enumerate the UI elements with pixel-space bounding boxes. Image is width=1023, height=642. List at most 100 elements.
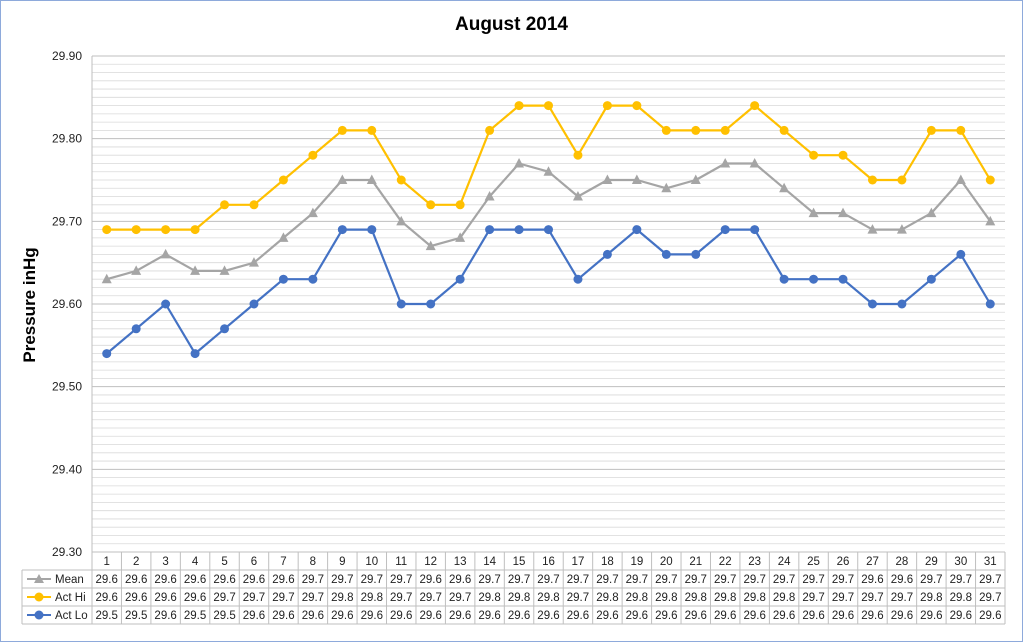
x-tick-label: 22 <box>719 556 732 568</box>
table-cell: 29.6 <box>154 610 176 622</box>
data-point <box>455 274 465 284</box>
data-point <box>602 101 612 111</box>
table-cell: 29.7 <box>390 592 412 604</box>
data-point <box>514 101 524 111</box>
x-tick-label: 21 <box>689 556 702 568</box>
table-cell: 29.6 <box>596 610 618 622</box>
table-cell: 29.8 <box>626 592 648 604</box>
x-tick-label: 27 <box>866 556 879 568</box>
data-point <box>278 175 288 185</box>
table-cell: 29.7 <box>508 574 530 586</box>
x-tick-label: 13 <box>454 556 467 568</box>
table-cell: 29.6 <box>302 610 324 622</box>
data-point <box>396 299 406 309</box>
x-tick-label: 18 <box>601 556 614 568</box>
data-point <box>808 207 819 218</box>
data-point <box>750 101 760 111</box>
y-tick-label: 29.80 <box>52 132 82 146</box>
data-point <box>661 125 671 135</box>
data-point <box>867 224 878 234</box>
data-point <box>573 274 583 284</box>
table-cell: 29.8 <box>361 592 383 604</box>
table-cell: 29.6 <box>802 610 824 622</box>
table-cell: 29.6 <box>125 592 147 604</box>
data-point <box>661 249 671 259</box>
table-cell: 29.6 <box>950 610 972 622</box>
data-point <box>956 125 966 135</box>
table-cell: 29.6 <box>567 610 589 622</box>
x-tick-label: 12 <box>424 556 437 568</box>
table-cell: 29.7 <box>950 574 972 586</box>
y-tick-label: 29.60 <box>52 297 82 311</box>
x-tick-label: 6 <box>251 556 257 568</box>
data-point <box>572 191 583 201</box>
data-point <box>249 200 259 210</box>
y-tick-label: 29.90 <box>52 49 82 63</box>
data-point <box>307 207 318 218</box>
data-point <box>367 225 377 235</box>
data-point <box>396 175 406 185</box>
table-cell: 29.7 <box>567 592 589 604</box>
data-point <box>514 157 525 168</box>
chart-title: August 2014 <box>455 14 568 35</box>
x-tick-label: 24 <box>778 556 791 568</box>
table-cell: 29.6 <box>154 574 176 586</box>
table-cell: 29.8 <box>537 592 559 604</box>
data-point <box>278 274 288 284</box>
table-cell: 29.5 <box>213 610 235 622</box>
legend-key-marker <box>34 574 44 583</box>
table-cell: 29.7 <box>773 574 795 586</box>
table-cell: 29.6 <box>626 610 648 622</box>
x-tick-label: 19 <box>630 556 643 568</box>
table-cell: 29.6 <box>832 610 854 622</box>
table-cell: 29.7 <box>685 574 707 586</box>
table-cell: 29.6 <box>96 592 118 604</box>
x-tick-label: 1 <box>104 556 110 568</box>
table-cell: 29.6 <box>685 610 707 622</box>
table-cell: 29.7 <box>390 574 412 586</box>
table-cell: 29.8 <box>714 592 736 604</box>
x-tick-label: 15 <box>513 556 526 568</box>
y-tick-label: 29.50 <box>52 380 82 394</box>
table-cell: 29.6 <box>213 574 235 586</box>
table-cell: 29.6 <box>331 610 353 622</box>
table-cell: 29.6 <box>920 610 942 622</box>
table-cell: 29.7 <box>302 574 324 586</box>
data-point <box>396 215 407 226</box>
data-point <box>838 274 848 284</box>
data-point <box>691 125 701 135</box>
y-tick-label: 29.30 <box>52 545 82 559</box>
data-point <box>955 174 966 184</box>
data-point <box>956 249 966 259</box>
table-cell: 29.6 <box>537 610 559 622</box>
table-cell: 29.7 <box>331 574 353 586</box>
data-point <box>720 225 730 235</box>
table-cell: 29.8 <box>655 592 677 604</box>
data-point <box>102 349 112 359</box>
data-point <box>573 150 583 160</box>
table-cell: 29.7 <box>655 574 677 586</box>
data-point <box>897 175 907 185</box>
table-cell: 29.5 <box>184 610 206 622</box>
x-tick-label: 30 <box>954 556 967 568</box>
legend-label: Act Hi <box>55 592 86 604</box>
table-cell: 29.7 <box>302 592 324 604</box>
table-cell: 29.6 <box>154 592 176 604</box>
x-tick-label: 4 <box>192 556 199 568</box>
data-point <box>602 249 612 259</box>
x-tick-label: 5 <box>221 556 227 568</box>
x-tick-label: 7 <box>280 556 286 568</box>
data-point <box>131 324 141 334</box>
table-cell: 29.7 <box>213 592 235 604</box>
table-cell: 29.6 <box>272 610 294 622</box>
table-cell: 29.6 <box>655 610 677 622</box>
data-point <box>544 225 553 235</box>
table-cell: 29.7 <box>567 574 589 586</box>
table-cell: 29.6 <box>743 610 765 622</box>
table-cell: 29.8 <box>685 592 707 604</box>
data-point <box>308 150 318 160</box>
legend-key-marker <box>34 592 44 602</box>
data-point <box>455 232 466 242</box>
table-cell: 29.8 <box>508 592 530 604</box>
